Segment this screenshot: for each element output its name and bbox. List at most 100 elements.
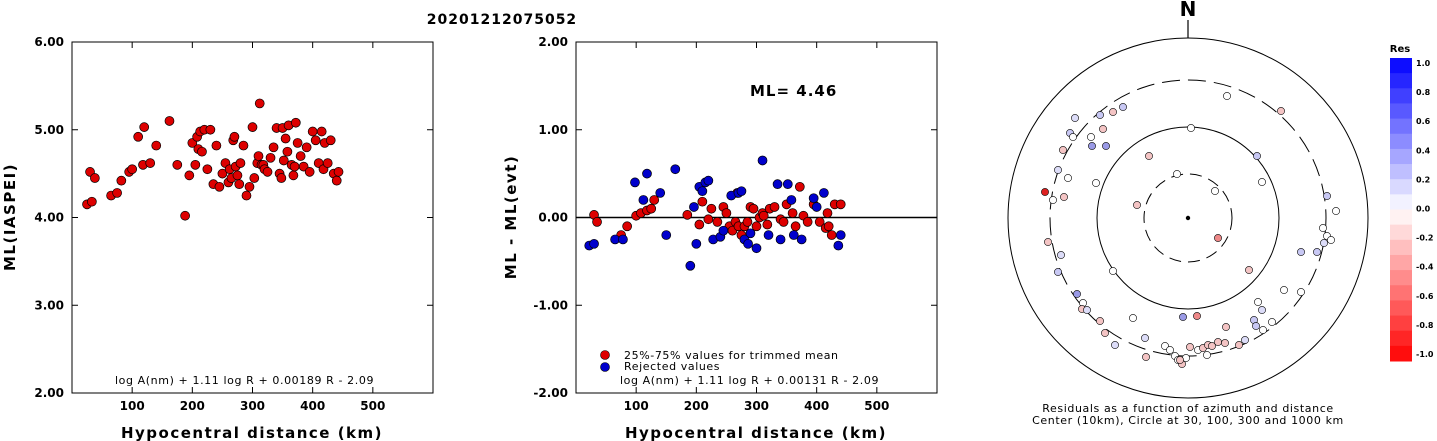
chart2-xtick-label: 100 xyxy=(624,399,649,413)
polar-residual-point xyxy=(1187,124,1195,132)
polar-residual-point xyxy=(1141,334,1149,342)
polar-residual-plot: N Residuals as a function of azimuth and… xyxy=(1007,0,1369,427)
chart1-ytick-label: 4.00 xyxy=(34,211,64,225)
polar-residual-point xyxy=(1176,356,1184,364)
chart2-point-s1 xyxy=(689,202,699,212)
chart1-point-s0 xyxy=(310,135,321,146)
chart1-point-s0 xyxy=(184,170,195,181)
polar-residual-point xyxy=(1277,107,1285,115)
polar-residual-point xyxy=(1057,251,1065,259)
chart2-point-s1 xyxy=(638,195,649,205)
polar-residual-point xyxy=(1221,339,1229,347)
chart2-point-s0 xyxy=(748,203,759,214)
chart2-point-s1 xyxy=(642,168,652,179)
chart2-point-s1 xyxy=(745,228,756,239)
colorbar-label: 0.8 xyxy=(1416,88,1431,97)
chart2-point-s0 xyxy=(622,221,632,232)
polar-residual-point xyxy=(1109,108,1117,116)
colorbar-segment xyxy=(1390,285,1412,301)
chart2-point-s1 xyxy=(772,179,783,190)
north-label: N xyxy=(1180,0,1197,21)
polar-residual-point xyxy=(1235,341,1243,349)
colorbar-segment xyxy=(1390,300,1412,317)
polar-residual-point xyxy=(1193,312,1201,320)
chart2-point-s0 xyxy=(649,195,660,205)
colorbar-segment xyxy=(1390,194,1412,210)
ring-1000km xyxy=(1007,37,1369,399)
chart2-point-s1 xyxy=(630,177,640,188)
polar-residual-point xyxy=(1241,336,1249,344)
chart2-point-s1 xyxy=(718,225,729,236)
colorbar-segment xyxy=(1390,148,1412,165)
polar-residual-point xyxy=(1259,326,1267,334)
chart1-point-s0 xyxy=(202,164,213,175)
chart2-xtick-label: 300 xyxy=(744,399,769,413)
chart1-xtick-label: 400 xyxy=(300,399,325,413)
chart2-point-s1 xyxy=(763,230,774,240)
polar-residual-point xyxy=(1054,166,1062,174)
chart2-ytick-label: 0.00 xyxy=(538,211,568,225)
polar-residual-point xyxy=(1320,239,1328,247)
chart2-point-s0 xyxy=(822,208,833,218)
residual-colorbar: Res 1.0 0.8 0.6 0.4 0.2 0.0 -0.2 -0.4 -0.6 -0.8 -1… xyxy=(1390,44,1434,362)
legend-label-rejected: Rejected values xyxy=(624,360,720,373)
colorbar-segment xyxy=(1390,164,1412,180)
chart2-point-s1 xyxy=(796,234,807,245)
polar-residual-point xyxy=(1088,142,1096,150)
chart2-ytick-label: -1.00 xyxy=(533,298,568,312)
chart1-point-s0 xyxy=(133,131,144,142)
colorbar-label: 0.2 xyxy=(1416,175,1430,184)
colorbar-segment xyxy=(1390,58,1412,74)
chart1-point-s0 xyxy=(214,181,225,192)
legend-marker-trimmed xyxy=(600,350,610,360)
chart-ml-iaspei: ML(IASPEI) Hypocentral distance (km) log… xyxy=(1,35,434,441)
chart1-point-s0 xyxy=(90,173,100,183)
polar-residual-point xyxy=(1145,152,1153,160)
chart1-point-s0 xyxy=(290,117,301,128)
colorbar-segment xyxy=(1390,224,1412,241)
colorbar-segment xyxy=(1390,270,1412,286)
chart2-point-s1 xyxy=(691,238,702,249)
polar-residual-point xyxy=(1258,306,1266,314)
polar-residual-point xyxy=(1258,178,1266,186)
colorbar-title: Res xyxy=(1390,44,1410,55)
chart2-ylabel: ML - ML(evt) xyxy=(502,155,520,279)
chart2-point-s0 xyxy=(712,217,723,227)
chart2-point-s0 xyxy=(682,210,693,220)
polar-residual-point xyxy=(1179,313,1187,321)
chart2-point-s1 xyxy=(751,243,762,254)
chart1-point-s0 xyxy=(268,142,279,153)
colorbar-label: -0.6 xyxy=(1416,292,1434,301)
colorbar-label: 0.6 xyxy=(1416,117,1431,126)
chart2-formula: log A(nm) + 1.11 log R + 0.00131 R - 2.0… xyxy=(620,374,879,387)
polar-caption-line1: Residuals as a function of azimuth and d… xyxy=(1042,402,1333,415)
chart1-point-s0 xyxy=(211,140,222,151)
polar-residual-point xyxy=(1064,174,1072,182)
chart1-xtick-label: 200 xyxy=(180,399,205,413)
chart1-xtick-label: 100 xyxy=(120,399,145,413)
colorbar-segment xyxy=(1390,88,1412,104)
polar-residual-point xyxy=(1327,236,1335,244)
chart1-point-s0 xyxy=(307,126,318,137)
polar-residual-point xyxy=(1203,351,1211,359)
polar-residual-point xyxy=(1208,342,1216,350)
polar-residual-point xyxy=(1319,224,1327,232)
chart2-point-s0 xyxy=(694,219,705,230)
chart2-point-s0 xyxy=(826,230,837,240)
polar-residual-point xyxy=(1109,267,1117,275)
polar-residual-point xyxy=(1133,201,1141,209)
chart1-point-s0 xyxy=(331,175,342,186)
chart1-point-s0 xyxy=(295,151,306,161)
polar-residual-point xyxy=(1096,317,1104,325)
chart1-point-s0 xyxy=(262,167,273,177)
polar-caption-line2: Center (10km), Circle at 30, 100, 300 an… xyxy=(1032,414,1344,427)
chart2-point-s0 xyxy=(823,221,834,232)
chart2-point-s0 xyxy=(697,196,708,207)
chart1-point-s0 xyxy=(197,146,207,157)
colorbar-segment xyxy=(1390,103,1412,120)
chart2-xlabel: Hypocentral distance (km) xyxy=(625,424,887,441)
ring-30km xyxy=(1143,173,1233,263)
polar-residual-point xyxy=(1102,142,1110,150)
polar-residual-point xyxy=(1214,234,1222,242)
